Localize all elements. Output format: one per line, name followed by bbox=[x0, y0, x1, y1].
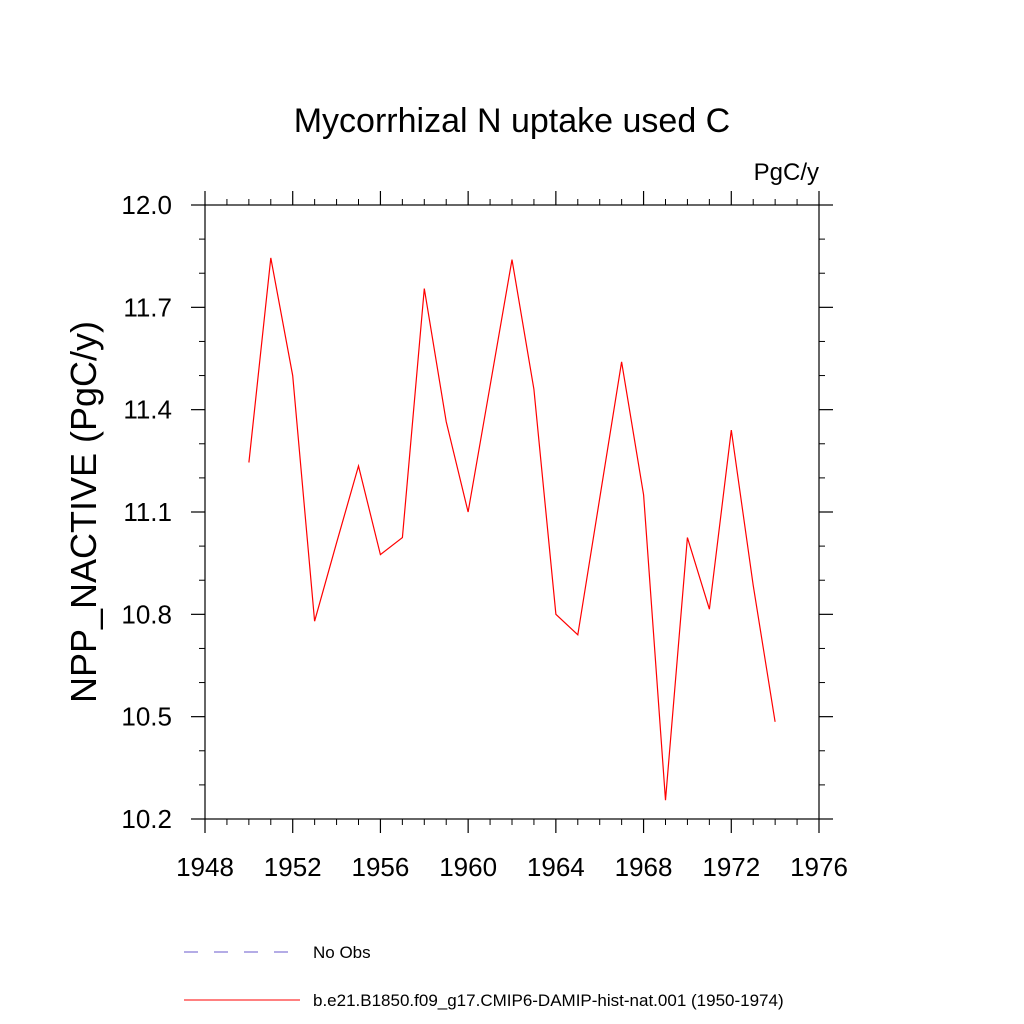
units-label: PgC/y bbox=[754, 159, 819, 186]
legend: No Obs b.e21.B1850.f09_g17.CMIP6-DAMIP-hi… bbox=[184, 943, 784, 1010]
x-tick-label: 1976 bbox=[790, 852, 848, 882]
plot-frame bbox=[204, 204, 820, 820]
legend-label: No Obs bbox=[313, 943, 371, 962]
x-tick-label: 1956 bbox=[352, 852, 410, 882]
y-tick-label: 10.8 bbox=[121, 599, 172, 629]
legend-label: b.e21.B1850.f09_g17.CMIP6-DAMIP-hist-nat… bbox=[313, 991, 784, 1010]
y-tick-label: 11.4 bbox=[123, 395, 172, 425]
x-axis-tick-labels: 1948 1952 1956 1960 1964 1968 1972 1976 bbox=[176, 852, 848, 882]
x-tick-label: 1948 bbox=[176, 852, 234, 882]
x-tick-label: 1952 bbox=[264, 852, 322, 882]
x-tick-label: 1968 bbox=[615, 852, 673, 882]
y-tick-label: 11.1 bbox=[123, 497, 172, 527]
y-tick-label: 12.0 bbox=[121, 190, 172, 220]
y-tick-label: 10.2 bbox=[121, 804, 172, 834]
x-tick-label: 1964 bbox=[527, 852, 585, 882]
tick-marks bbox=[191, 191, 833, 833]
y-axis-title: NPP_NACTIVE (PgC/y) bbox=[63, 321, 104, 703]
y-tick-label: 10.5 bbox=[121, 702, 172, 732]
x-tick-label: 1972 bbox=[702, 852, 760, 882]
series-line-1 bbox=[248, 257, 776, 801]
y-tick-label: 11.7 bbox=[123, 292, 172, 322]
chart-title: Mycorrhizal N uptake used C bbox=[294, 102, 731, 140]
x-tick-label: 1960 bbox=[439, 852, 497, 882]
data-series bbox=[248, 257, 776, 801]
y-axis-tick-labels: 10.2 10.5 10.8 11.1 11.4 11.7 12.0 bbox=[121, 190, 172, 834]
